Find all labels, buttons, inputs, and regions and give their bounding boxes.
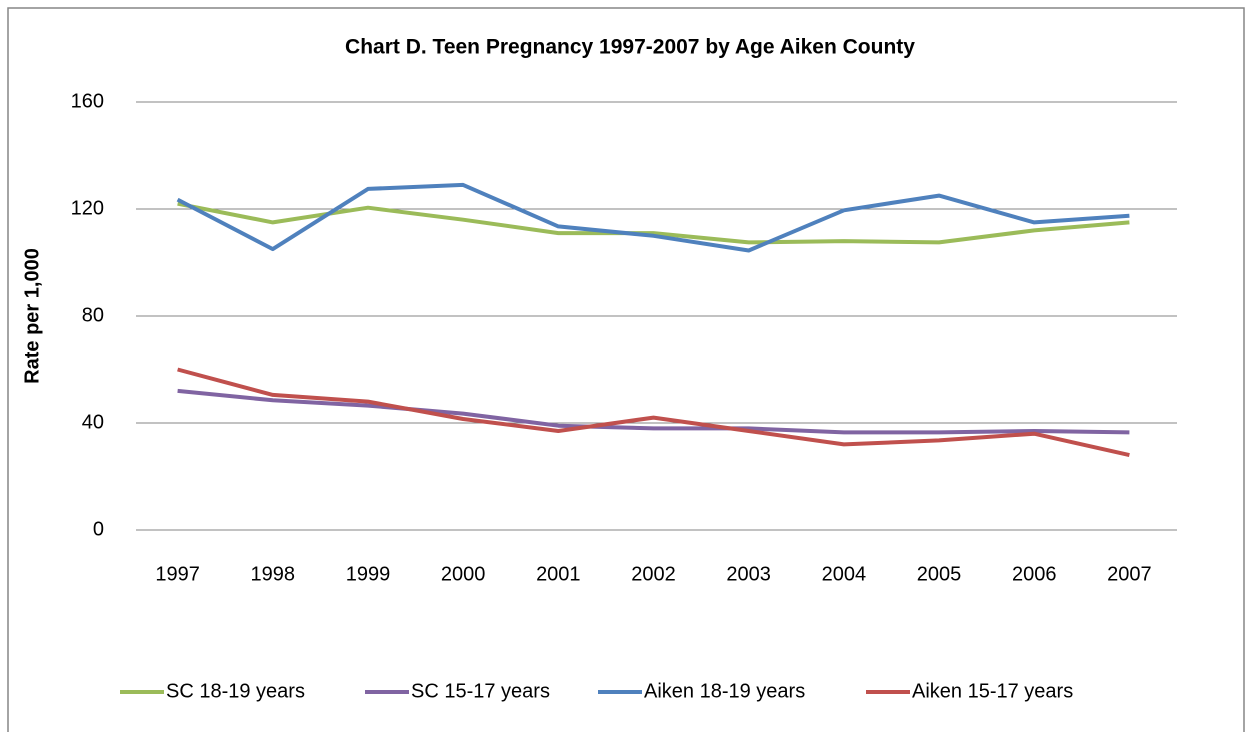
x-tick-label: 2007 bbox=[1107, 563, 1152, 585]
x-tick-label: 2006 bbox=[1012, 563, 1057, 585]
y-tick-label: 160 bbox=[71, 90, 104, 112]
y-tick-label: 40 bbox=[82, 411, 104, 433]
legend-label: Aiken 15-17 years bbox=[912, 680, 1073, 702]
chart-title: Chart D. Teen Pregnancy 1997-2007 by Age… bbox=[345, 36, 915, 59]
series-line bbox=[177, 367, 1130, 458]
legend-label: SC 15-17 years bbox=[411, 680, 550, 702]
x-tick-label: 2003 bbox=[726, 563, 771, 585]
series-line bbox=[177, 388, 1130, 435]
series-line bbox=[177, 201, 1130, 245]
y-tick-label: 120 bbox=[71, 197, 104, 219]
x-tick-label: 2001 bbox=[536, 563, 581, 585]
x-tick-label: 2002 bbox=[631, 563, 676, 585]
legend-label: SC 18-19 years bbox=[166, 680, 305, 702]
x-tick-label: 2005 bbox=[917, 563, 962, 585]
legend-label: Aiken 18-19 years bbox=[644, 680, 805, 702]
x-tick-label: 1998 bbox=[251, 563, 296, 585]
y-axis-label: Rate per 1,000 bbox=[21, 248, 43, 384]
y-tick-label: 0 bbox=[93, 518, 104, 540]
x-tick-label: 1999 bbox=[346, 563, 391, 585]
chart-frame bbox=[7, 7, 1245, 737]
x-tick-label: 2000 bbox=[441, 563, 486, 585]
y-tick-label: 80 bbox=[82, 304, 104, 326]
x-tick-label: 1997 bbox=[155, 563, 200, 585]
x-tick-label: 2004 bbox=[822, 563, 867, 585]
series-line bbox=[176, 182, 1130, 253]
